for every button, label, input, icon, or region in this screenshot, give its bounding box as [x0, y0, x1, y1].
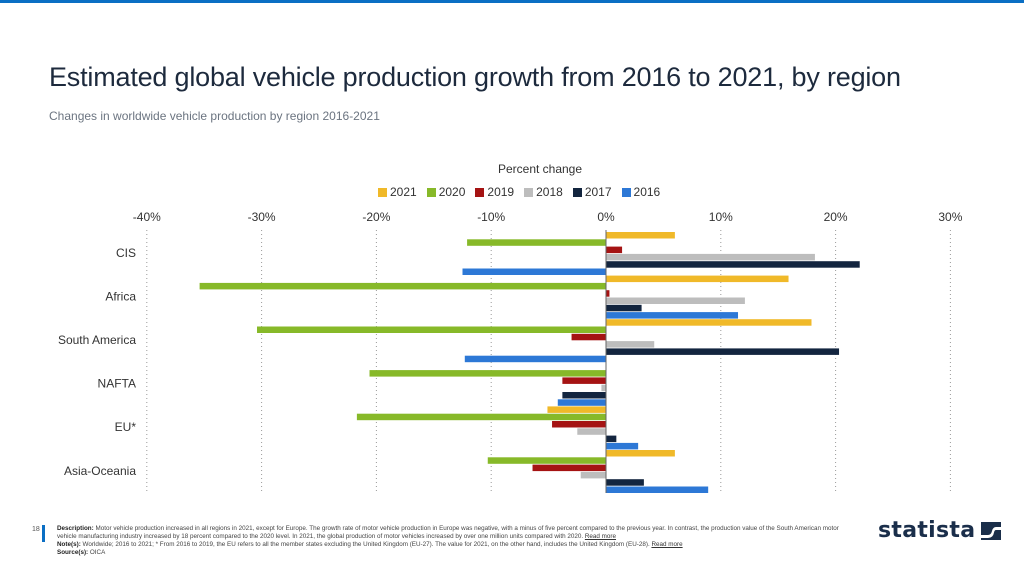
legend-item-2018[interactable]: 2018: [524, 185, 563, 199]
bar-2018-eu-: [577, 428, 606, 435]
footer-accent-bar: [42, 525, 45, 542]
x-tick-label: -40%: [133, 210, 161, 224]
bar-2018-asia-oceania: [580, 471, 606, 479]
bar-2020-africa: [199, 282, 606, 290]
bar-2020-cis: [467, 239, 606, 246]
chart-title: Estimated global vehicle production grow…: [49, 62, 901, 92]
x-tick-label: 20%: [824, 210, 848, 224]
bar-2020-south-america: [257, 326, 606, 333]
bar-2020-asia-oceania: [487, 457, 606, 464]
legend-swatch: [621, 187, 631, 197]
bar-2019-south-america: [571, 333, 606, 341]
category-label: Asia-Oceania: [64, 464, 136, 478]
legend-label: 2021: [390, 185, 417, 199]
bar-2016-asia-oceania: [606, 486, 709, 493]
x-tick-label: -10%: [477, 210, 505, 224]
bar-2019-cis: [606, 246, 623, 254]
legend-swatch: [475, 187, 485, 197]
description: Description: Motor vehicle production in…: [57, 525, 857, 541]
bar-2017-south-america: [606, 348, 840, 355]
bar-2019-asia-oceania: [532, 464, 606, 472]
bar-2019-eu-: [552, 421, 606, 428]
top-accent-bar: [0, 0, 1024, 3]
sources: Source(s): OICA: [57, 549, 857, 557]
bar-2017-eu-: [606, 435, 617, 443]
bar-2018-africa: [606, 297, 745, 304]
x-axis-title: Percent change: [497, 162, 583, 176]
bar-2017-cis: [606, 261, 860, 268]
legend-item-2021[interactable]: 2021: [378, 185, 417, 199]
logo-text: statista: [878, 518, 976, 543]
bar-2017-asia-oceania: [606, 479, 644, 486]
category-label: Africa: [105, 289, 136, 303]
notes-text: Worldwide; 2016 to 2021; * From 2016 to …: [82, 541, 650, 548]
bar-chart: -40% -30% -20% -10% 0% 10% 20% 30% CIS Africa Sout…: [58, 210, 963, 493]
legend-swatch: [378, 187, 387, 197]
legend-swatch: [524, 187, 534, 197]
bar-2021-eu-: [547, 406, 606, 413]
source-label: Source(s):: [57, 549, 89, 556]
source-text: OICA: [89, 549, 106, 556]
footer: 18 Description: Motor vehicle production…: [0, 525, 1024, 576]
bar-2018-south-america: [606, 341, 655, 348]
page-number: 18: [32, 526, 40, 533]
description-text: Motor vehicle production increased in al…: [57, 525, 839, 540]
read-more-link-description[interactable]: Read more: [584, 533, 617, 540]
x-tick-label: -20%: [362, 210, 390, 224]
bar-2021-cis: [606, 232, 675, 239]
bar-2018-nafta: [601, 384, 606, 392]
x-tick-label: 0%: [597, 210, 615, 224]
legend-swatch: [572, 187, 582, 197]
bar-2016-nafta: [557, 399, 606, 406]
bar-2020-nafta: [369, 370, 606, 377]
notes: Note(s): Worldwide; 2016 to 2021; * From…: [57, 541, 857, 549]
legend-label: 2018: [536, 185, 563, 199]
bar-2019-africa: [606, 290, 610, 297]
legend-item-2020[interactable]: 2020: [426, 185, 466, 199]
category-label: South America: [58, 333, 136, 347]
legend-swatch: [426, 187, 436, 197]
bar-2016-south-america: [464, 355, 606, 363]
notes-label: Note(s):: [57, 541, 81, 548]
category-label: EU*: [115, 420, 137, 434]
bar-2021-africa: [606, 275, 789, 283]
bar-2021-south-america: [606, 319, 812, 326]
legend-label: 2017: [584, 185, 612, 199]
category-label: NAFTA: [98, 377, 136, 391]
bar-2019-nafta: [562, 377, 606, 384]
bar-2020-eu-: [356, 413, 606, 421]
description-label: Description:: [57, 525, 94, 532]
x-tick-label: 10%: [709, 210, 733, 224]
statista-logo-icon: [981, 521, 1002, 540]
legend-label: 2020: [438, 185, 466, 199]
legend-label: 2016: [633, 185, 661, 199]
bar-2021-asia-oceania: [606, 450, 675, 457]
category-label: CIS: [116, 246, 136, 260]
chart-subtitle: Changes in worldwide vehicle production …: [49, 109, 380, 123]
legend-item-2017[interactable]: 2017: [572, 185, 612, 199]
footer-notes: Description: Motor vehicle production in…: [57, 525, 857, 557]
legend-item-2019[interactable]: 2019: [475, 185, 514, 199]
bar-2018-cis: [606, 253, 815, 261]
bar-2016-africa: [606, 312, 739, 319]
bar-2016-eu-: [606, 442, 639, 450]
bar-2017-africa: [606, 304, 642, 312]
legend-label: 2019: [487, 185, 515, 199]
bar-2017-nafta: [562, 392, 606, 399]
read-more-link-notes[interactable]: Read more: [651, 541, 683, 548]
x-tick-label: 30%: [938, 210, 962, 224]
statista-logo[interactable]: statista: [878, 518, 1002, 543]
legend: 2021 2020 2019 2018 2017 2016: [378, 185, 660, 199]
legend-item-2016[interactable]: 2016: [621, 185, 661, 199]
x-tick-label: -30%: [248, 210, 276, 224]
bar-2016-cis: [462, 268, 606, 275]
